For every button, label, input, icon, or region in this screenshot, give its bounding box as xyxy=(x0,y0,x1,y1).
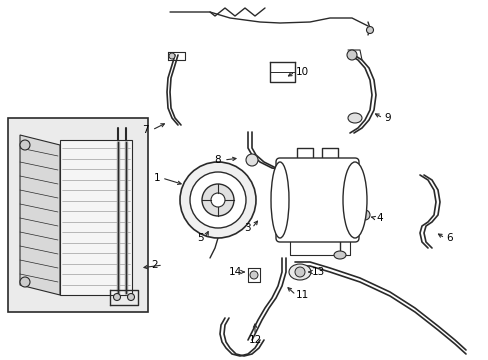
Circle shape xyxy=(366,27,373,33)
Circle shape xyxy=(180,162,256,238)
Circle shape xyxy=(359,210,369,220)
Text: 8: 8 xyxy=(214,155,221,165)
Ellipse shape xyxy=(288,264,310,280)
Circle shape xyxy=(113,293,120,301)
Ellipse shape xyxy=(345,210,360,220)
Circle shape xyxy=(190,172,245,228)
Text: 9: 9 xyxy=(384,113,390,123)
Circle shape xyxy=(169,53,175,59)
Ellipse shape xyxy=(270,162,288,238)
Ellipse shape xyxy=(342,162,366,238)
Circle shape xyxy=(249,271,258,279)
Text: 10: 10 xyxy=(295,67,308,77)
Bar xyxy=(8,118,148,312)
Text: 2: 2 xyxy=(151,260,158,270)
Circle shape xyxy=(20,277,30,287)
Text: 12: 12 xyxy=(248,335,261,345)
Text: 5: 5 xyxy=(196,233,203,243)
Circle shape xyxy=(202,184,234,216)
Text: 3: 3 xyxy=(243,223,250,233)
Circle shape xyxy=(127,293,134,301)
Ellipse shape xyxy=(333,251,346,259)
Ellipse shape xyxy=(347,113,361,123)
Text: 14: 14 xyxy=(228,267,241,277)
Text: 7: 7 xyxy=(142,125,148,135)
Polygon shape xyxy=(20,135,60,295)
Circle shape xyxy=(210,193,224,207)
Circle shape xyxy=(245,154,258,166)
Text: 1: 1 xyxy=(153,173,160,183)
Text: 11: 11 xyxy=(295,290,308,300)
Circle shape xyxy=(20,140,30,150)
Text: 6: 6 xyxy=(446,233,452,243)
Circle shape xyxy=(346,50,356,60)
Text: 4: 4 xyxy=(376,213,383,223)
Polygon shape xyxy=(60,140,132,295)
Text: 13: 13 xyxy=(311,267,324,277)
Circle shape xyxy=(294,267,305,277)
FancyBboxPatch shape xyxy=(275,158,358,242)
